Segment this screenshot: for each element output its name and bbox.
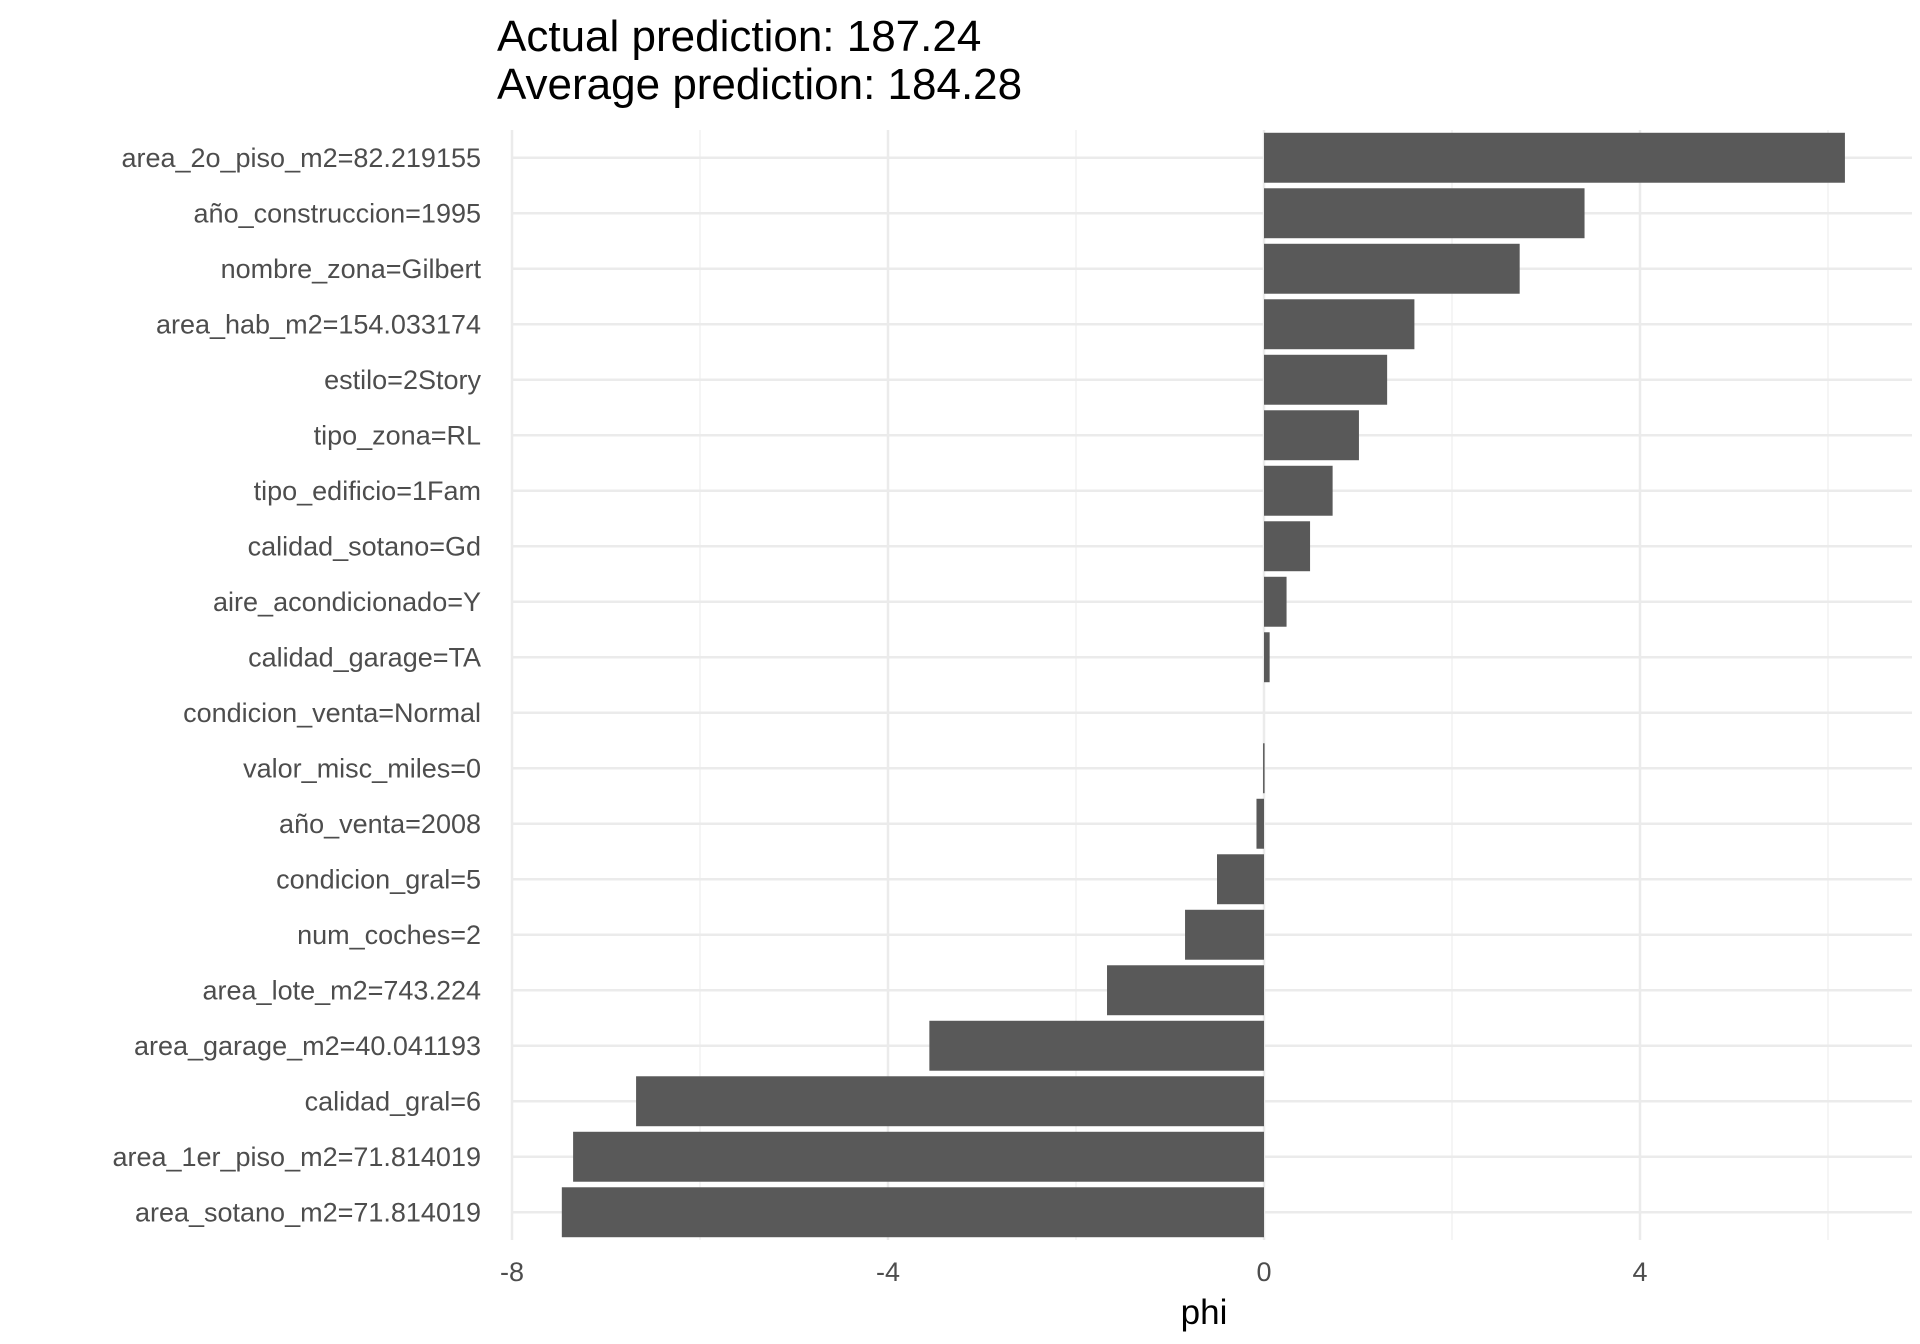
category-label: num_coches=2	[297, 920, 481, 950]
bar	[1264, 132, 1845, 183]
category-label: area_2o_piso_m2=82.219155	[121, 143, 481, 173]
x-tick-label: 0	[1256, 1257, 1271, 1287]
x-tick-label: 4	[1632, 1257, 1647, 1287]
x-axis-title: phi	[1181, 1293, 1228, 1332]
bar	[1264, 410, 1359, 461]
bar	[1264, 299, 1415, 350]
category-label: tipo_zona=RL	[314, 420, 481, 450]
category-label: estilo=2Story	[324, 365, 481, 395]
bar-layer	[561, 132, 1845, 1238]
chart-title-line-2: Average prediction: 184.28	[497, 60, 1023, 109]
bar	[1217, 854, 1264, 905]
category-label: calidad_sotano=Gd	[248, 531, 481, 561]
category-labels: area_2o_piso_m2=82.219155 año_construccio…	[112, 143, 481, 1228]
bar	[929, 1020, 1264, 1071]
bar	[561, 1187, 1264, 1238]
bar	[1264, 632, 1270, 683]
bar	[1264, 188, 1585, 239]
category-label: calidad_garage=TA	[248, 642, 481, 672]
bar	[1263, 743, 1265, 794]
category-label: año_construccion=1995	[194, 198, 481, 228]
bar	[1264, 354, 1388, 405]
bar	[1264, 521, 1311, 572]
category-label: area_garage_m2=40.041193	[134, 1031, 481, 1061]
bar	[1256, 798, 1264, 849]
bar	[1264, 243, 1520, 294]
bar	[573, 1131, 1264, 1182]
category-label: año_venta=2008	[279, 809, 481, 839]
x-tick-labels: -8 -4 0 4	[500, 1257, 1648, 1287]
category-label: nombre_zona=Gilbert	[221, 254, 482, 284]
bar	[1185, 909, 1264, 960]
category-label: condicion_venta=Normal	[183, 698, 481, 728]
category-label: condicion_gral=5	[276, 864, 481, 894]
category-label: area_hab_m2=154.033174	[156, 309, 481, 339]
bar	[636, 1076, 1264, 1127]
bar	[1264, 576, 1287, 627]
chart-title-line-1: Actual prediction: 187.24	[497, 12, 982, 61]
bar	[1107, 965, 1264, 1016]
category-label: area_lote_m2=743.224	[203, 975, 481, 1005]
category-label: area_1er_piso_m2=71.814019	[112, 1142, 481, 1172]
category-label: area_sotano_m2=71.814019	[135, 1197, 481, 1227]
bar	[1264, 465, 1333, 516]
grid-layer	[510, 130, 1912, 1240]
category-label: aire_acondicionado=Y	[213, 587, 481, 617]
x-tick-label: -4	[876, 1257, 900, 1287]
x-tick-label: -8	[500, 1257, 524, 1287]
category-label: tipo_edificio=1Fam	[254, 476, 481, 506]
category-label: valor_misc_miles=0	[243, 753, 481, 783]
category-label: calidad_gral=6	[305, 1086, 481, 1116]
